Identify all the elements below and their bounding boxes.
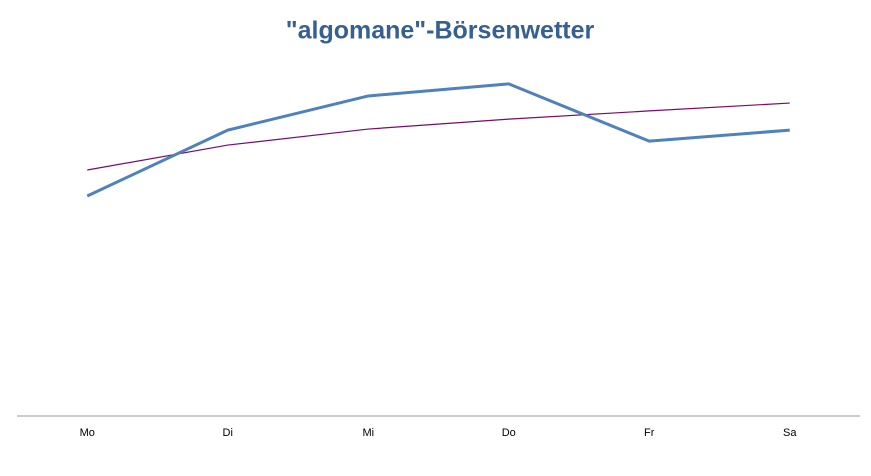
x-tick-label: Fr <box>644 427 655 439</box>
x-tick-label: Do <box>502 427 516 439</box>
data-line <box>86 82 790 198</box>
chart-title: "algomane"-Börsenwetter <box>286 17 595 45</box>
x-tick-label: Mi <box>362 427 374 439</box>
x-tick-label: Di <box>223 427 233 439</box>
x-tick-label: Mo <box>80 427 95 439</box>
x-tick-label: Sa <box>783 427 797 439</box>
data-line <box>87 102 790 171</box>
